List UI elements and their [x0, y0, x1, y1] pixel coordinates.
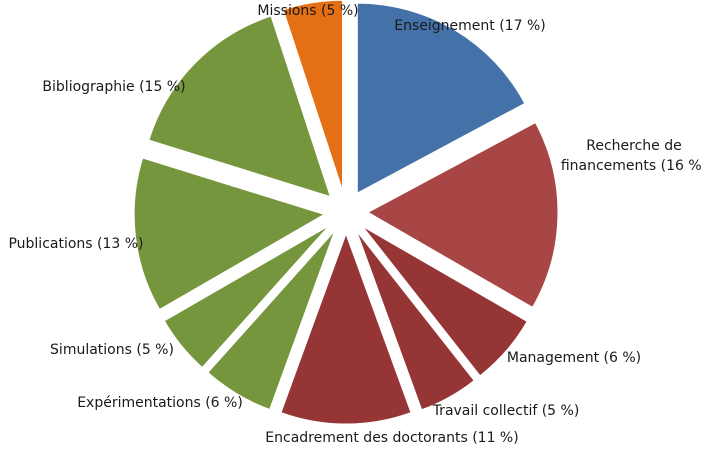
pie-slice: [148, 15, 332, 198]
pie-slice: [207, 230, 336, 411]
slice-label: Bibliographie (15 %): [42, 79, 185, 95]
pie-slice: [282, 0, 344, 191]
slice-label: Management (6 %): [507, 350, 641, 366]
slice-label: Travail collectif (5 %): [432, 403, 580, 419]
slice-label: Missions (5 %): [257, 3, 358, 19]
slice-label: Publications (13 %): [8, 236, 143, 252]
pie-slice: [356, 2, 526, 194]
slice-label: Expérimentations (6 %): [77, 395, 243, 411]
pie-slice: [163, 225, 330, 369]
pie-slice: [362, 225, 528, 377]
slice-label: Enseignement (17 %): [394, 18, 545, 34]
pie-slice: [280, 232, 412, 425]
pie-slice: [133, 157, 326, 311]
pie-slice: [366, 121, 559, 309]
slice-label: Recherche de financements (16 %): [561, 138, 701, 174]
slice-label: Encadrement des doctorants (11 %): [265, 430, 518, 446]
pie-slice: [356, 230, 475, 411]
slice-label: Simulations (5 %): [50, 342, 174, 358]
